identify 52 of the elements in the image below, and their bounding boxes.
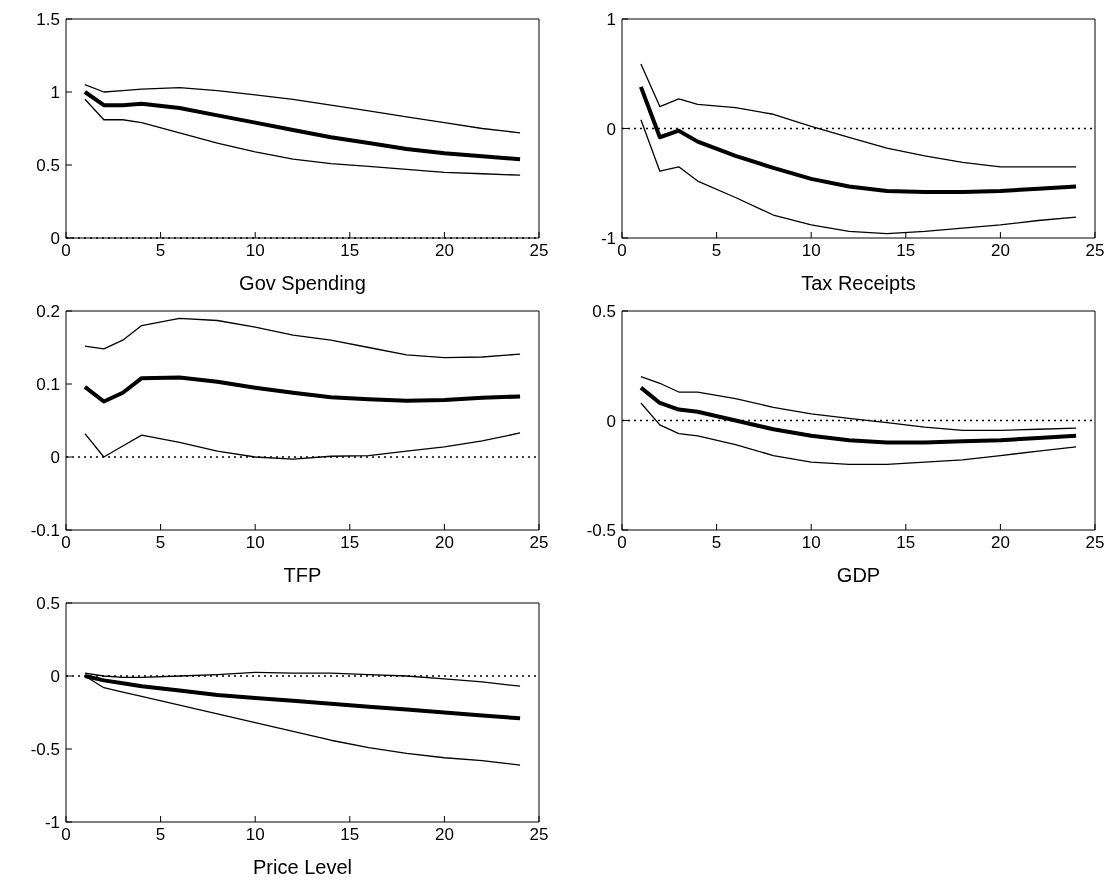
y-tick-label: 0 xyxy=(50,448,60,468)
y-tick-label: 1 xyxy=(50,83,60,103)
x-tick-label: 20 xyxy=(434,241,454,261)
y-tick-label: -0.1 xyxy=(30,521,60,541)
x-axis-title: Tax Receipts xyxy=(801,272,916,294)
y-tick-label: 0.2 xyxy=(36,302,60,322)
x-tick-label: 5 xyxy=(711,241,722,261)
x-tick-label: 5 xyxy=(711,533,722,553)
x-tick-label: 15 xyxy=(340,241,360,261)
x-tick-label: 10 xyxy=(245,241,265,261)
line-series xyxy=(84,317,521,359)
y-tick-label: 0.5 xyxy=(36,594,60,614)
x-tick-label: 25 xyxy=(1085,241,1105,261)
y-tick-label: 1 xyxy=(606,10,616,30)
y-tick-label: 0 xyxy=(50,667,60,687)
line-series xyxy=(84,84,521,134)
x-tick-label: 20 xyxy=(990,533,1010,553)
x-tick-label: 20 xyxy=(434,825,454,845)
x-tick-label: 5 xyxy=(155,825,166,845)
x-tick-label: 5 xyxy=(155,533,166,553)
x-tick-label: 25 xyxy=(529,241,549,261)
x-tick-label: 10 xyxy=(245,533,265,553)
x-tick-label: 5 xyxy=(155,241,166,261)
x-axis-title: TFP xyxy=(283,564,322,586)
x-tick-label: 25 xyxy=(529,825,549,845)
line-series xyxy=(82,90,523,162)
x-tick-label: 10 xyxy=(801,241,821,261)
x-axis-title: GDP xyxy=(836,564,881,586)
x-axis-title: Price Level xyxy=(253,856,352,878)
x-tick-label: 20 xyxy=(990,241,1010,261)
x-tick-label: 15 xyxy=(896,241,916,261)
x-tick-label: 15 xyxy=(340,825,360,845)
y-tick-label: -1 xyxy=(44,813,60,833)
x-tick-label: 15 xyxy=(896,533,916,553)
x-tick-label: 15 xyxy=(340,533,360,553)
x-tick-label: 10 xyxy=(801,533,821,553)
y-tick-label: 0.5 xyxy=(592,302,616,322)
x-tick-label: 25 xyxy=(1085,533,1105,553)
y-tick-label: 0.1 xyxy=(36,375,60,395)
y-tick-label: -0.5 xyxy=(586,521,616,541)
y-tick-label: 0.5 xyxy=(36,156,60,176)
y-tick-label: -1 xyxy=(600,229,616,249)
y-tick-label: 0 xyxy=(606,411,616,431)
x-tick-label: 20 xyxy=(434,533,454,553)
x-tick-label: 25 xyxy=(529,533,549,553)
y-tick-label: 1.5 xyxy=(36,10,60,30)
x-tick-label: 10 xyxy=(245,825,265,845)
x-axis-title: Gov Spending xyxy=(239,272,366,294)
y-tick-label: 0 xyxy=(606,119,616,139)
y-tick-label: -0.5 xyxy=(30,740,60,760)
line-series xyxy=(84,98,521,176)
line-series xyxy=(82,375,523,404)
